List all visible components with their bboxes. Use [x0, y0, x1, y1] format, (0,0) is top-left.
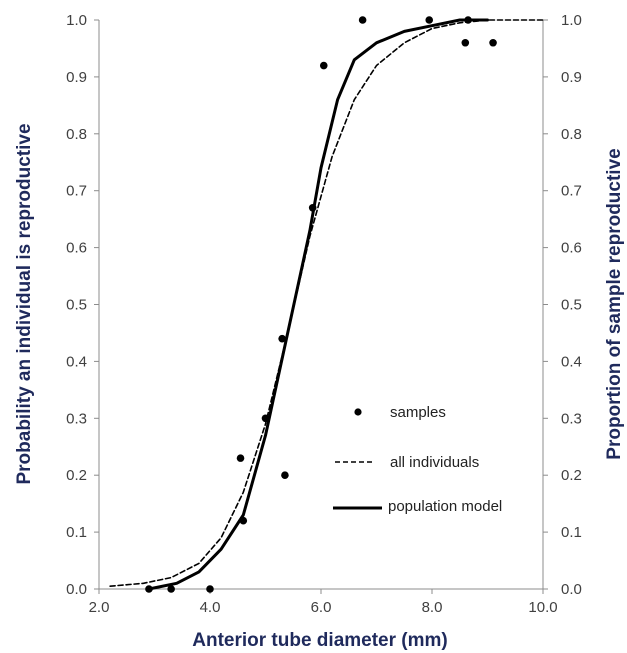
y-tick-label-right: 0.5 [561, 297, 582, 314]
sample-point [489, 38, 497, 47]
y-tick-label-left: 1.0 [66, 12, 87, 29]
sample-point [278, 334, 286, 343]
y-tick-label-right: 0.6 [561, 240, 582, 257]
legend-population-model-label: population model [388, 498, 502, 515]
x-tick-label: 8.0 [422, 599, 443, 616]
y-tick-label-right: 0.8 [561, 126, 582, 143]
y-tick-label-left: 0.2 [66, 467, 87, 484]
x-axis-title: Anterior tube diameter (mm) [192, 630, 447, 651]
y-tick-label-left: 0.7 [66, 183, 87, 200]
y-tick-label-right: 0.0 [561, 581, 582, 598]
sample-point [167, 585, 175, 593]
x-tick-label: 2.0 [89, 599, 110, 616]
sample-point [281, 471, 289, 480]
legend: samples all individuals population model [333, 404, 502, 515]
y-tick-label-right: 0.1 [561, 524, 582, 541]
y-tick-label-right: 0.2 [561, 467, 582, 484]
y-tick-label-right: 0.7 [561, 183, 582, 200]
sample-point [308, 203, 317, 212]
y-tick-label-left: 0.5 [66, 297, 87, 314]
y-tick-label-right: 1.0 [561, 12, 582, 29]
x-tick-label: 10.0 [528, 599, 557, 616]
legend-samples-marker [354, 408, 362, 416]
sample-point [425, 16, 434, 24]
sample-point [319, 61, 328, 70]
y-tick-label-left: 0.8 [66, 126, 87, 143]
y-tick-label-left: 0.0 [66, 581, 87, 598]
y-tick-label-left: 0.9 [66, 69, 87, 86]
sample-point [358, 16, 367, 24]
y-tick-label-left: 0.3 [66, 410, 87, 427]
sample-point [239, 516, 248, 525]
legend-samples-label: samples [390, 404, 446, 421]
x-tick-label: 4.0 [200, 599, 221, 616]
y-axis-left-title: Probability an individual is reproductiv… [14, 123, 35, 484]
x-tick-label: 6.0 [311, 599, 332, 616]
y-tick-label-right: 0.3 [561, 410, 582, 427]
y-tick-label-right: 0.9 [561, 69, 582, 86]
y-tick-label-left: 0.4 [66, 353, 87, 370]
y-axis-left-ticks: 0.0 0.1 0.2 0.3 0.4 0.5 0.6 0.7 0.8 0.9 1.0 [66, 12, 99, 598]
x-axis-ticks: 2.0 4.0 6.0 8.0 10.0 [89, 589, 558, 616]
sample-point [461, 38, 470, 47]
sample-point [145, 585, 153, 593]
y-tick-label-right: 0.4 [561, 353, 582, 370]
sample-point [261, 414, 270, 423]
series-lines [109, 18, 544, 591]
y-axis-right-ticks: 0.0 0.1 0.2 0.3 0.4 0.5 0.6 0.7 0.8 0.9 1.0 [543, 12, 582, 598]
population-model-curve [147, 18, 489, 591]
y-tick-label-left: 0.6 [66, 240, 87, 257]
legend-all-individuals-label: all individuals [390, 454, 479, 471]
sample-points [145, 16, 497, 593]
sample-point [236, 454, 245, 462]
sample-point [206, 585, 214, 593]
y-axis-right-title: Proportion of sample reproductive [604, 148, 625, 459]
sample-point [464, 16, 472, 24]
y-tick-label-left: 0.1 [66, 524, 87, 541]
